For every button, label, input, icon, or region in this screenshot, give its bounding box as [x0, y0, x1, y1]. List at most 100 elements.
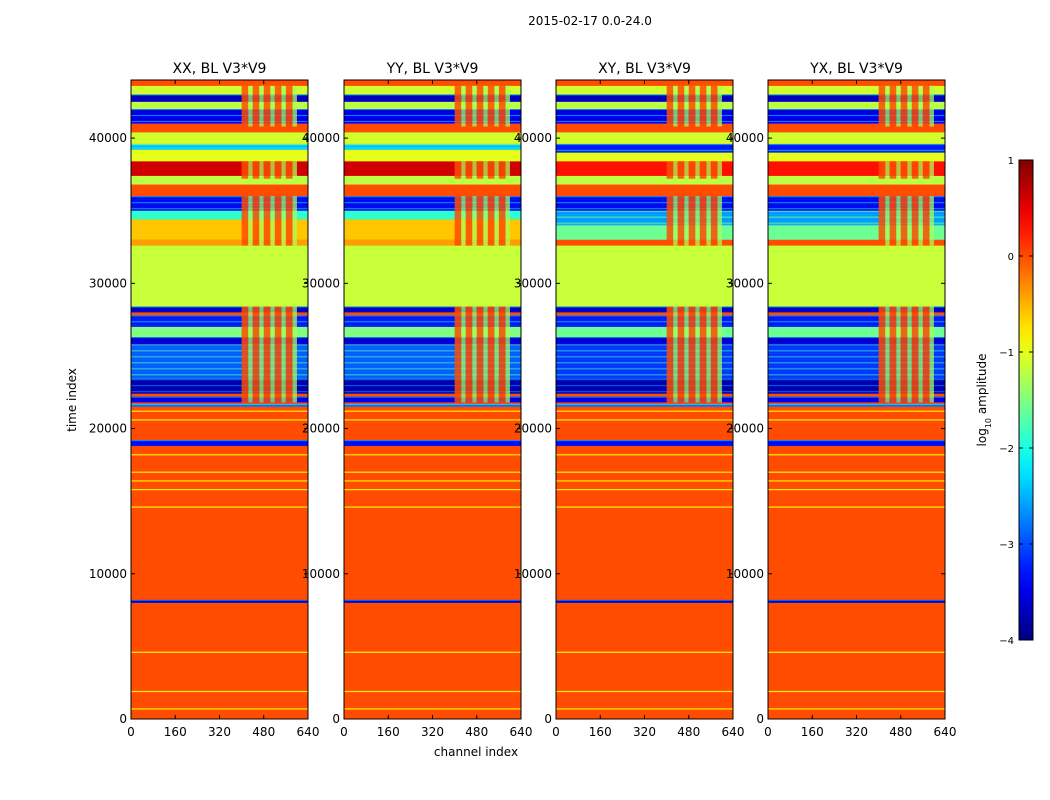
y-tick-label: 40000	[302, 131, 340, 145]
noise-row	[768, 145, 945, 147]
noise-row	[344, 398, 521, 400]
noise-row	[556, 119, 733, 121]
rfi-stripe	[465, 85, 473, 127]
y-tick-label: 40000	[726, 131, 764, 145]
rfi-stripe	[505, 161, 510, 179]
heatmap-band	[344, 94, 521, 102]
noise-row	[556, 317, 733, 319]
time-line	[344, 480, 521, 482]
noise-row	[556, 143, 733, 145]
noise-row	[344, 346, 521, 348]
y-tick-label: 20000	[514, 422, 552, 436]
rfi-stripe	[498, 196, 506, 246]
noise-row	[556, 323, 733, 325]
noise-row	[768, 222, 945, 224]
noise-row	[768, 216, 945, 218]
rfi-stripe	[699, 161, 707, 179]
time-line	[344, 454, 521, 456]
noise-row	[768, 440, 945, 442]
rfi-stripe	[885, 85, 890, 127]
heatmap-band	[131, 210, 308, 220]
noise-row	[768, 315, 945, 317]
x-tick-label: 480	[252, 725, 275, 739]
rfi-stripe	[270, 85, 275, 127]
noise-row	[768, 374, 945, 376]
heatmap-band	[131, 245, 308, 307]
noise-row	[556, 379, 733, 381]
noise-row	[344, 145, 521, 147]
rfi-stripe	[454, 161, 462, 179]
rfi-stripe	[918, 161, 923, 179]
noise-row	[768, 372, 945, 374]
heatmap-band	[344, 337, 521, 345]
rfi-stripe	[248, 85, 253, 127]
rfi-stripe	[929, 306, 934, 403]
noise-row	[556, 398, 733, 400]
noise-row	[556, 440, 733, 442]
noise-row	[556, 216, 733, 218]
noise-row	[768, 206, 945, 208]
heatmap-band	[556, 101, 733, 110]
rfi-stripe	[259, 196, 264, 246]
noise-row	[131, 306, 308, 308]
y-tick-label: 10000	[726, 567, 764, 581]
noise-row	[768, 149, 945, 151]
heatmap-band	[344, 210, 521, 220]
noise-row	[131, 398, 308, 400]
heatmap-band	[344, 326, 521, 338]
noise-row	[131, 323, 308, 325]
heatmap-band	[344, 123, 521, 133]
y-tick-label: 10000	[514, 567, 552, 581]
noise-row	[768, 379, 945, 381]
noise-row	[131, 396, 308, 398]
noise-row	[556, 121, 733, 123]
rfi-stripe	[487, 196, 495, 246]
heatmap-band	[131, 315, 308, 327]
rfi-stripe	[677, 85, 685, 127]
rfi-stripe	[695, 161, 700, 179]
noise-row	[556, 344, 733, 346]
noise-row	[344, 370, 521, 372]
rfi-stripe	[889, 161, 897, 179]
noise-row	[131, 206, 308, 208]
noise-row	[768, 96, 945, 98]
rfi-stripe	[688, 161, 696, 179]
noise-row	[556, 387, 733, 389]
rfi-stripe	[911, 306, 919, 403]
noise-row	[556, 348, 733, 350]
noise-row	[556, 200, 733, 202]
noise-row	[131, 339, 308, 341]
noise-row	[131, 376, 308, 378]
noise-row	[768, 381, 945, 383]
heatmap-band	[556, 239, 733, 246]
noise-row	[131, 115, 308, 117]
time-line	[768, 480, 945, 482]
noise-row	[768, 356, 945, 358]
rfi-stripe	[285, 161, 293, 179]
rfi-stripe	[487, 161, 495, 179]
rfi-stripe	[292, 85, 297, 127]
rfi-stripe	[494, 196, 499, 246]
rfi-stripe	[263, 306, 271, 403]
rfi-stripe	[263, 85, 271, 127]
rfi-stripe	[666, 306, 674, 403]
noise-row	[344, 321, 521, 323]
noise-row	[768, 370, 945, 372]
noise-row	[556, 198, 733, 200]
y-tick-label: 40000	[89, 131, 127, 145]
rfi-stripe	[677, 161, 685, 179]
rfi-stripe	[885, 306, 890, 403]
heatmap-band	[344, 101, 521, 110]
rfi-stripe	[476, 306, 484, 403]
rfi-stripe	[896, 161, 901, 179]
noise-row	[556, 306, 733, 308]
noise-row	[131, 319, 308, 321]
time-line	[556, 454, 733, 456]
rfi-stripe	[896, 196, 901, 246]
rfi-stripe	[900, 85, 908, 127]
noise-row	[344, 350, 521, 352]
noise-row	[131, 94, 308, 96]
noise-row	[768, 218, 945, 220]
noise-row	[768, 599, 945, 601]
noise-row	[131, 317, 308, 319]
